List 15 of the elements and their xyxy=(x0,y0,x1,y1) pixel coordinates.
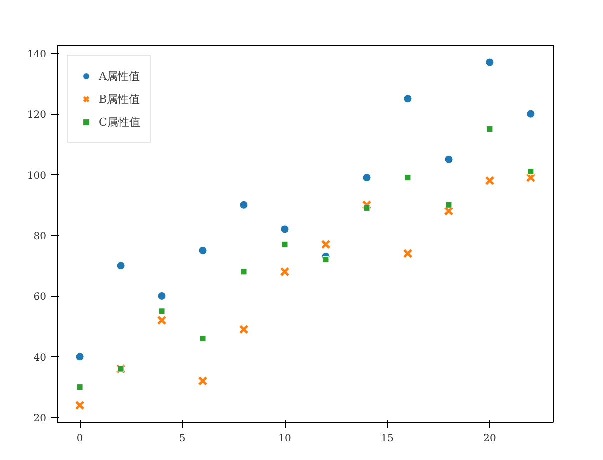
legend-label: B属性值 xyxy=(99,92,140,106)
y-tick-label: 140 xyxy=(27,49,47,60)
x-tick-label: 20 xyxy=(484,434,496,444)
y-tick-label: 40 xyxy=(34,352,47,364)
legend-label: A属性值 xyxy=(99,68,140,84)
y-tick-label: 100 xyxy=(27,170,47,182)
y-tick-label: 60 xyxy=(34,292,47,304)
y-tick-label: 80 xyxy=(34,232,47,243)
x-tick-label: 0 xyxy=(76,434,84,444)
x-tick-label: 10 xyxy=(278,434,292,444)
y-tick-label: 120 xyxy=(27,110,47,122)
x-tick-label: 5 xyxy=(179,434,186,444)
y-tick-label: 20 xyxy=(34,414,47,425)
legend-label: C属性值 xyxy=(99,114,140,130)
x-tick-label: 15 xyxy=(381,434,394,444)
